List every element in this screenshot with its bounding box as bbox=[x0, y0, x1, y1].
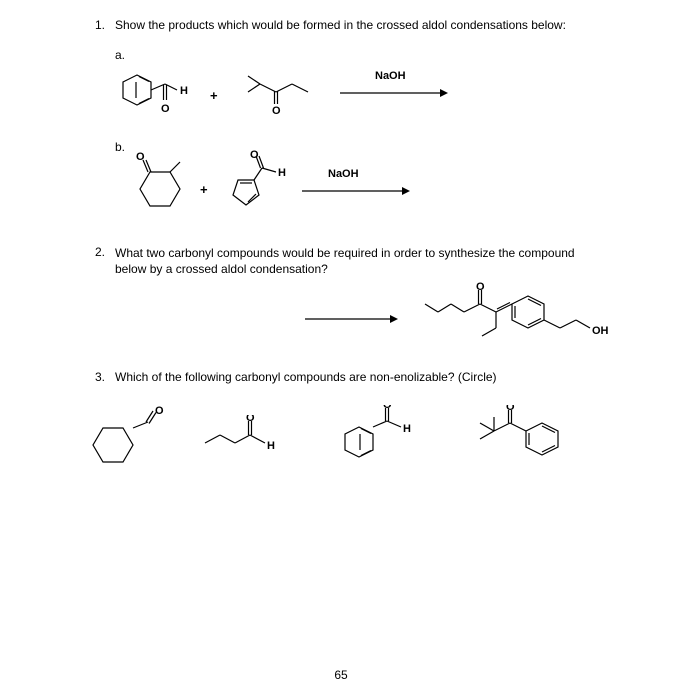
q1-num: 1. bbox=[95, 18, 105, 32]
q1a-reagent: NaOH bbox=[375, 70, 406, 82]
q3-opt4: O bbox=[470, 405, 590, 465]
svg-text:H: H bbox=[267, 440, 275, 452]
q1b-lbl: b. bbox=[115, 140, 125, 154]
page-number: 65 bbox=[0, 668, 682, 682]
svg-text:H: H bbox=[278, 167, 286, 179]
q3-opt3: O H bbox=[335, 405, 425, 465]
svg-text:O: O bbox=[250, 150, 259, 161]
q2-txt: What two carbonyl compounds would be req… bbox=[115, 245, 595, 277]
svg-text:OH: OH bbox=[592, 325, 609, 337]
q3-opt2: O H bbox=[200, 415, 295, 465]
q3-num: 3. bbox=[95, 370, 105, 384]
q1-txt: Show the products which would be formed … bbox=[115, 18, 595, 32]
svg-text:O: O bbox=[272, 105, 281, 115]
q1a-plus: + bbox=[210, 88, 218, 103]
svg-text:O: O bbox=[246, 415, 255, 424]
svg-text:O: O bbox=[155, 405, 164, 417]
q1b-cyclohexanone: O bbox=[125, 150, 195, 215]
q3-opt1: O bbox=[80, 405, 170, 470]
svg-text:H: H bbox=[180, 85, 188, 97]
q1b-aldehyde: O H bbox=[218, 150, 288, 220]
svg-text:H: H bbox=[403, 423, 411, 435]
svg-text:O: O bbox=[383, 405, 392, 411]
q2-product: O OH bbox=[420, 282, 620, 357]
q1b-reagent: NaOH bbox=[328, 168, 359, 180]
q1a-arrow bbox=[340, 86, 450, 100]
q1b-plus: + bbox=[200, 182, 208, 197]
svg-text:O: O bbox=[161, 103, 170, 115]
svg-text:O: O bbox=[136, 151, 145, 163]
q2-num: 2. bbox=[95, 245, 105, 259]
q2-arrow bbox=[305, 312, 400, 326]
svg-text:O: O bbox=[476, 282, 485, 293]
svg-text:O: O bbox=[506, 405, 515, 413]
q1b-arrow bbox=[302, 184, 412, 198]
q1a-lbl: a. bbox=[115, 48, 125, 62]
q3-txt: Which of the following carbonyl compound… bbox=[115, 370, 595, 384]
q1a-benzaldehyde: H O bbox=[115, 62, 200, 122]
q1a-ketone: O bbox=[240, 70, 320, 115]
